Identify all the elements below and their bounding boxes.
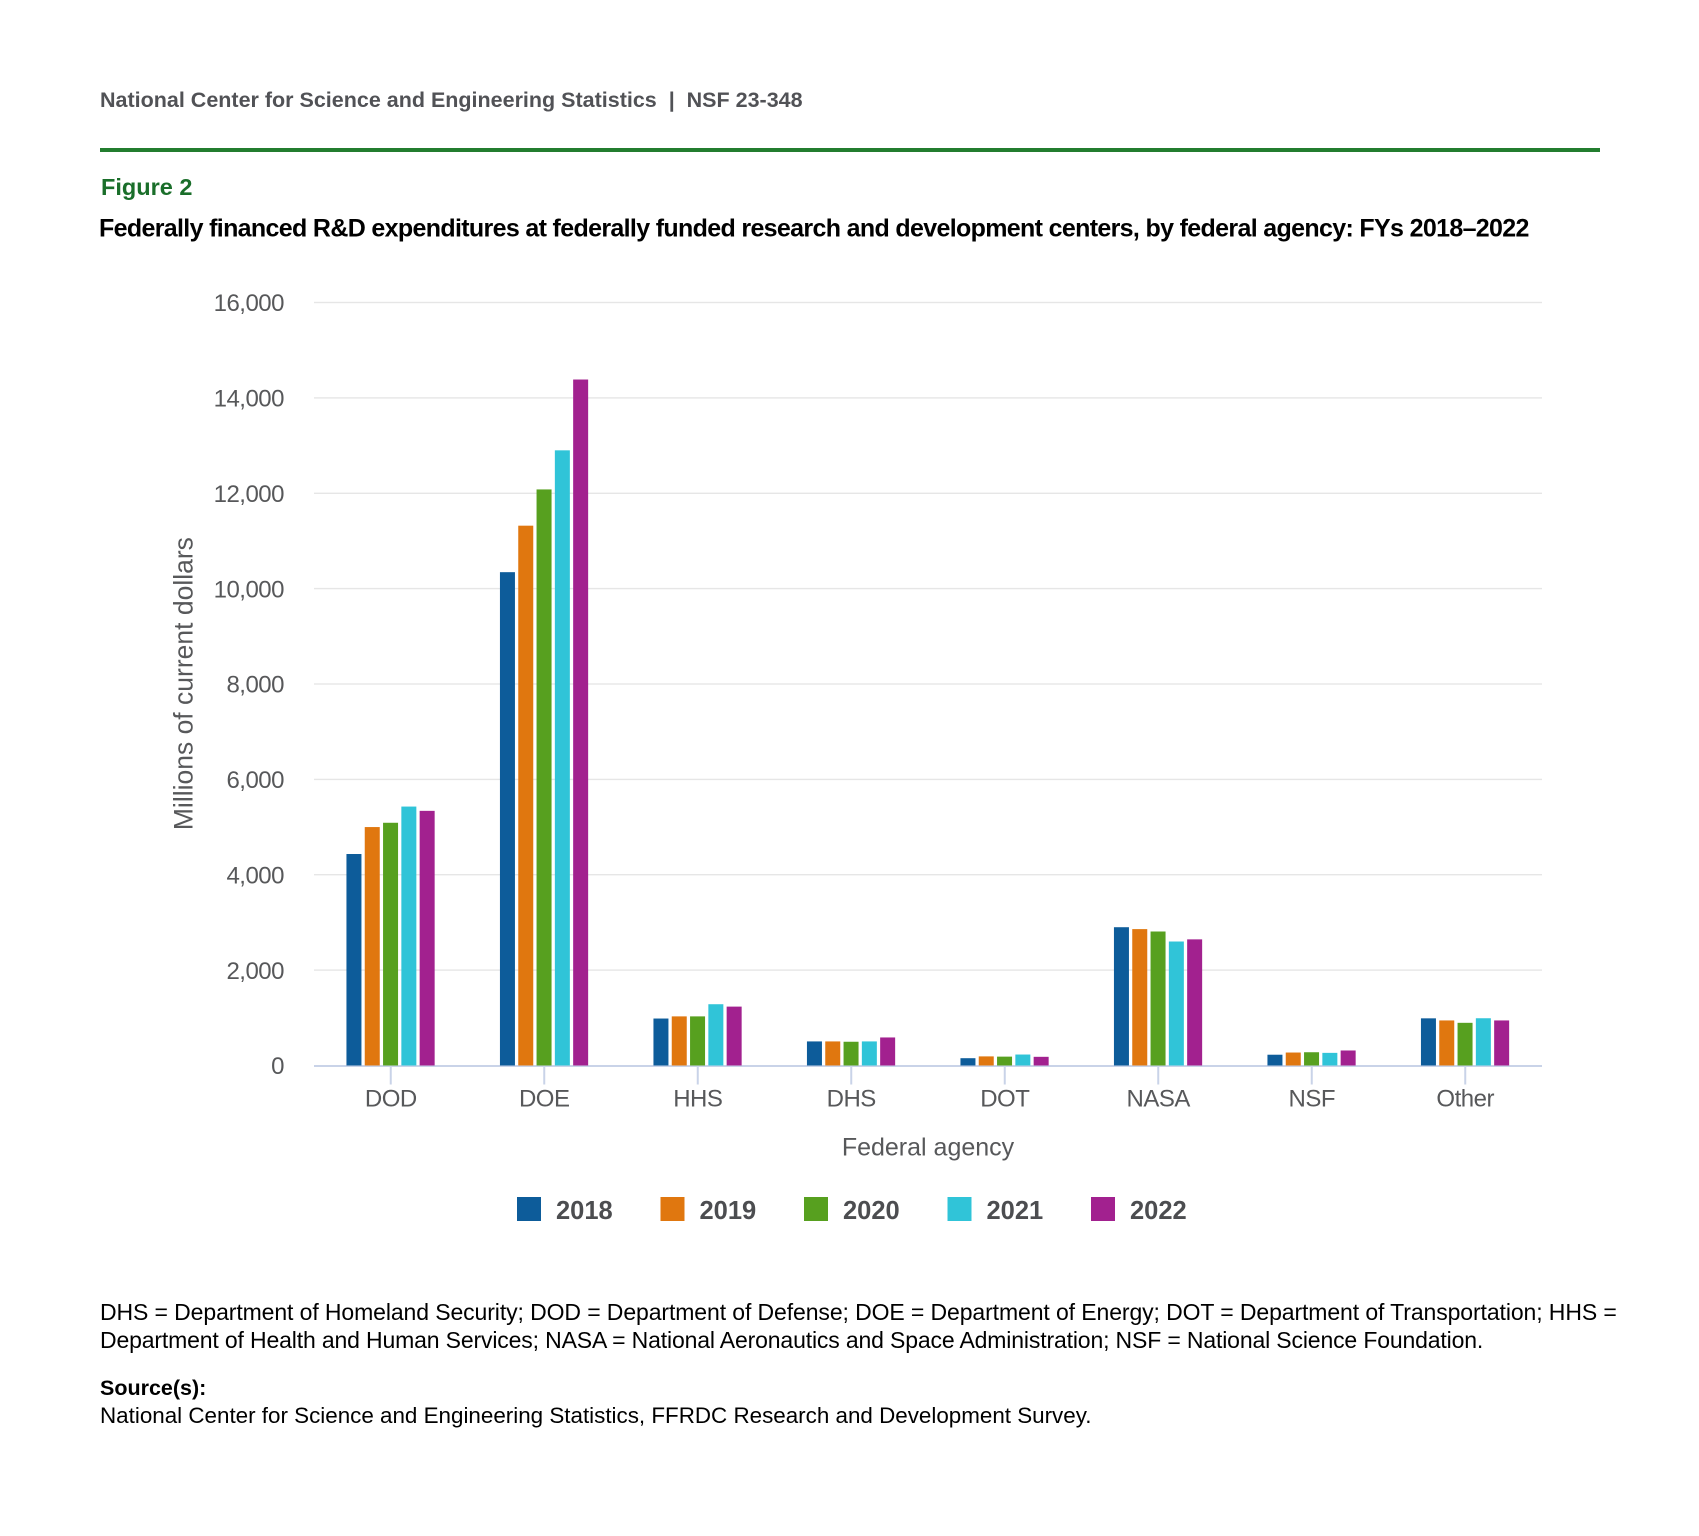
svg-text:National Center for Science an: National Center for Science and Engineer… bbox=[100, 88, 803, 112]
svg-text:2,000: 2,000 bbox=[226, 958, 284, 985]
svg-text:DHS = Department of Homeland S: DHS = Department of Homeland Security; D… bbox=[100, 1299, 1617, 1325]
svg-text:DOT: DOT bbox=[980, 1086, 1030, 1113]
svg-text:16,000: 16,000 bbox=[214, 290, 285, 317]
svg-text:Federal agency: Federal agency bbox=[842, 1134, 1015, 1162]
svg-text:HHS: HHS bbox=[673, 1086, 722, 1113]
svg-text:Millions of current dollars: Millions of current dollars bbox=[169, 537, 199, 830]
svg-text:National Center for Science an: National Center for Science and Engineer… bbox=[100, 1403, 1091, 1428]
svg-text:12,000: 12,000 bbox=[214, 481, 285, 508]
svg-text:Other: Other bbox=[1436, 1086, 1494, 1113]
svg-text:DHS: DHS bbox=[827, 1086, 876, 1113]
svg-text:2021: 2021 bbox=[987, 1197, 1044, 1225]
svg-text:6,000: 6,000 bbox=[226, 767, 284, 794]
svg-text:0: 0 bbox=[271, 1053, 284, 1080]
svg-text:8,000: 8,000 bbox=[226, 672, 284, 699]
svg-text:Federally financed R&D expendi: Federally financed R&D expenditures at f… bbox=[99, 215, 1529, 243]
svg-text:Source(s):: Source(s): bbox=[100, 1376, 206, 1400]
svg-text:DOD: DOD bbox=[365, 1086, 417, 1113]
svg-text:14,000: 14,000 bbox=[214, 386, 285, 413]
svg-text:NSF: NSF bbox=[1289, 1086, 1336, 1113]
svg-text:2018: 2018 bbox=[556, 1197, 613, 1225]
svg-text:10,000: 10,000 bbox=[214, 576, 285, 603]
svg-text:NASA: NASA bbox=[1127, 1086, 1191, 1113]
svg-text:2022: 2022 bbox=[1130, 1197, 1187, 1225]
svg-text:2019: 2019 bbox=[700, 1197, 757, 1225]
svg-text:Department of Health and Human: Department of Health and Human Services;… bbox=[100, 1327, 1483, 1353]
svg-text:DOE: DOE bbox=[519, 1086, 570, 1113]
svg-text:Figure 2: Figure 2 bbox=[101, 174, 192, 200]
svg-text:4,000: 4,000 bbox=[226, 863, 284, 890]
svg-text:2020: 2020 bbox=[843, 1197, 900, 1225]
